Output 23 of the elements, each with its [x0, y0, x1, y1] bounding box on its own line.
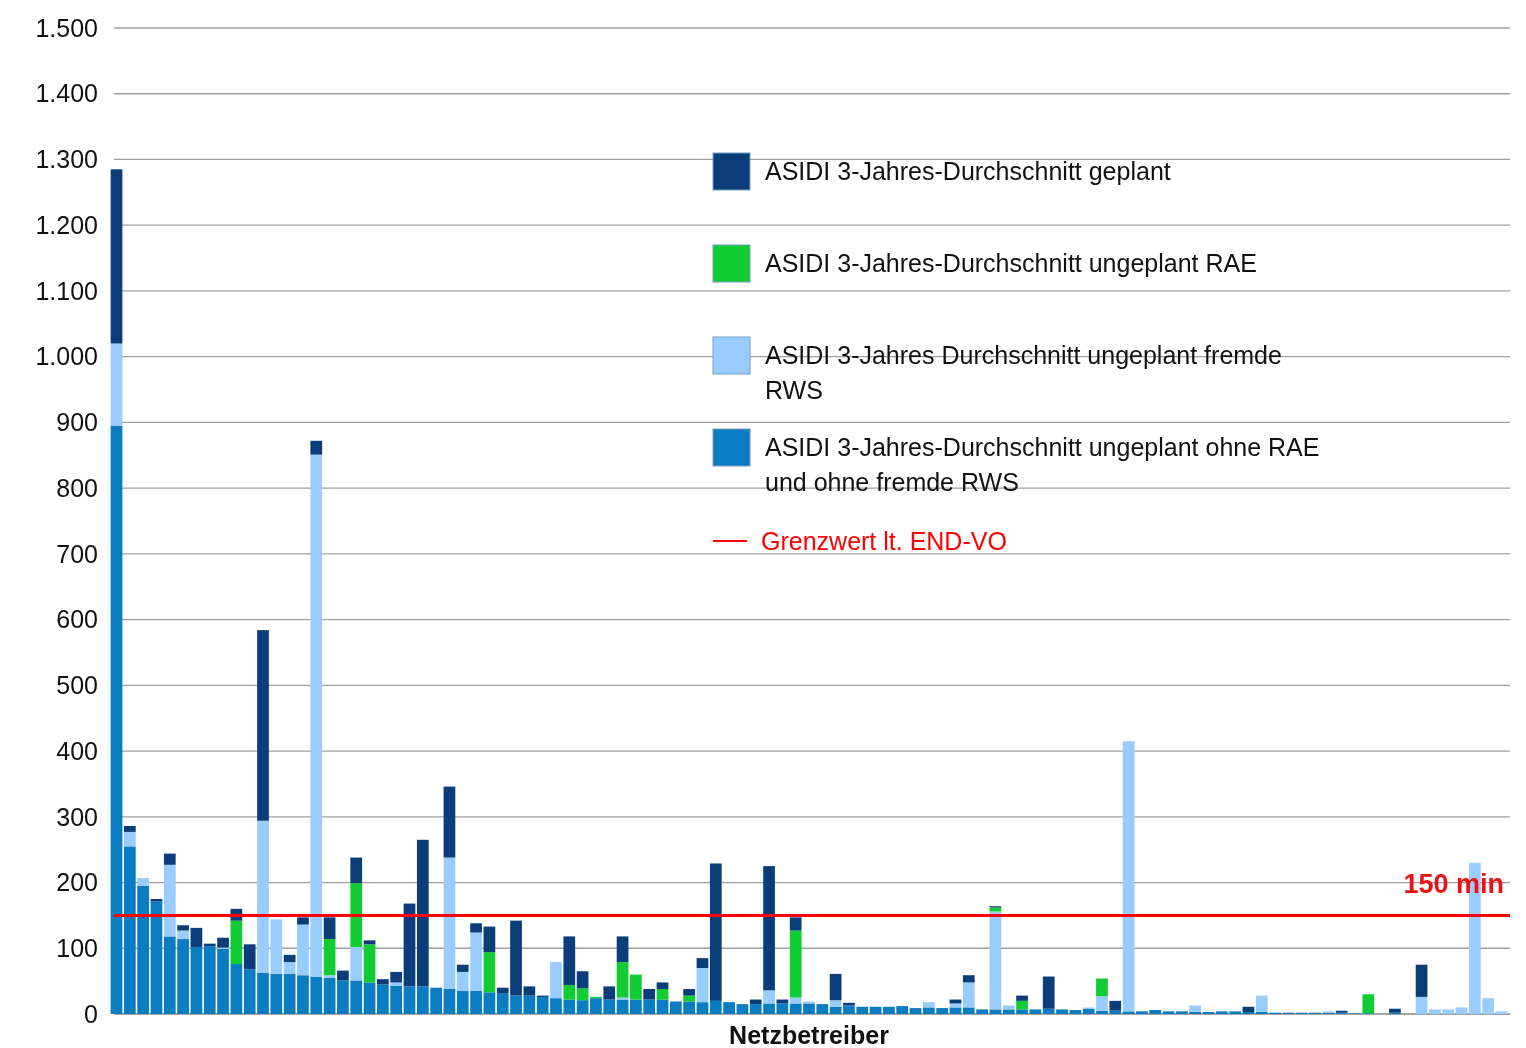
legend-label: ASIDI 3-Jahres-Durchschnitt ungeplant RAE — [765, 249, 1257, 277]
y-tick-label: 100 — [56, 934, 98, 963]
legend-label: ASIDI 3-Jahres Durchschnitt ungeplant fremde RWS — [765, 341, 1282, 404]
y-tick-label: 600 — [56, 605, 98, 634]
annotation: 150 min — [1403, 869, 1504, 900]
y-tick-label: 1.500 — [35, 13, 98, 42]
y-tick-label: 1.200 — [35, 210, 98, 239]
y-tick-label: 700 — [56, 539, 98, 568]
y-tick-label: 800 — [56, 473, 98, 502]
y-tick-label: 1.400 — [35, 79, 98, 108]
y-tick-label: 900 — [56, 408, 98, 437]
legend-label: ASIDI 3-Jahres-Durchschnitt ungeplant ohne RAE und ohne fremde RWS — [765, 433, 1320, 496]
x-axis-title: Netzbetreiber — [729, 1021, 890, 1048]
y-tick-label: 1.000 — [35, 342, 98, 371]
y-tick-label: 300 — [56, 802, 98, 831]
legend-label: Grenzwert lt. END-VO — [761, 527, 1007, 555]
y-tick-label: 1.100 — [35, 276, 98, 305]
y-tick-label: 1.300 — [35, 145, 98, 174]
y-tick-label: 500 — [56, 671, 98, 700]
y-tick-label: 0 — [84, 999, 98, 1028]
legend-label: ASIDI 3-Jahres-Durchschnitt geplant — [765, 157, 1171, 185]
y-tick-label: 200 — [56, 868, 98, 897]
y-tick-label: 400 — [56, 736, 98, 765]
